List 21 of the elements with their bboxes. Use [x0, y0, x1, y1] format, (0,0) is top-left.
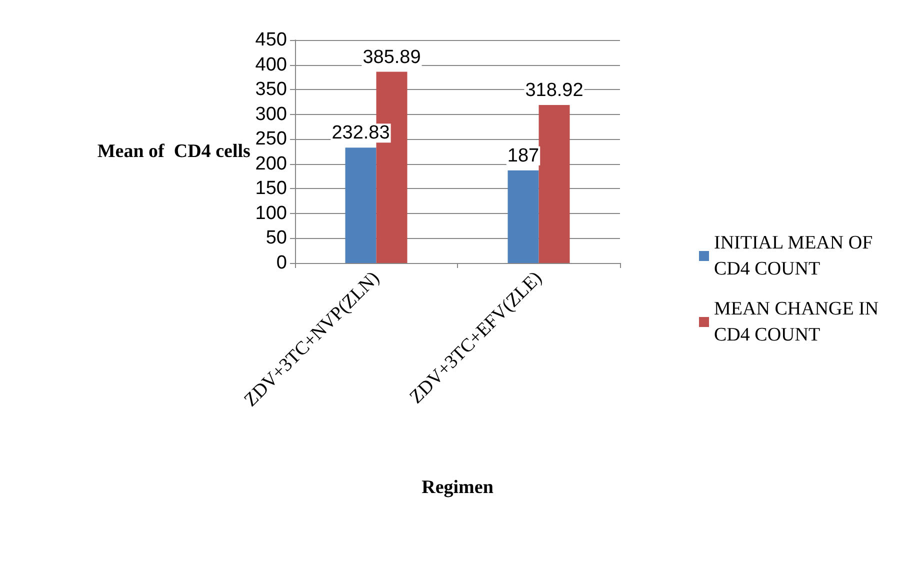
bar: [508, 170, 539, 263]
bar: [345, 148, 376, 263]
data-label: 232.83: [332, 122, 390, 144]
y-tick-label: 250: [255, 128, 287, 150]
y-tick-label: 100: [255, 202, 287, 224]
y-tick-label: 300: [255, 104, 287, 125]
data-label: 385.89: [362, 46, 421, 68]
y-tick-label: 350: [255, 79, 287, 100]
data-label: 187: [507, 145, 540, 166]
data-label: 318.92: [525, 80, 584, 101]
legend-label: MEAN CHANGE IN CD4 COUNT: [714, 298, 884, 346]
y-tick-label: 200: [255, 153, 287, 174]
y-tick-label: 150: [255, 178, 287, 200]
y-tick-label: 50: [266, 228, 287, 249]
y-axis-title: Mean of CD4 cells: [97, 141, 250, 162]
bar: [538, 104, 570, 263]
y-tick-label: 400: [255, 54, 287, 76]
y-tick-label: 0: [276, 252, 287, 274]
x-axis-title: Regimen: [422, 477, 494, 498]
y-tick-label: 450: [255, 30, 287, 50]
legend-label: INITIAL MEAN OF CD4 COUNT: [714, 232, 878, 280]
